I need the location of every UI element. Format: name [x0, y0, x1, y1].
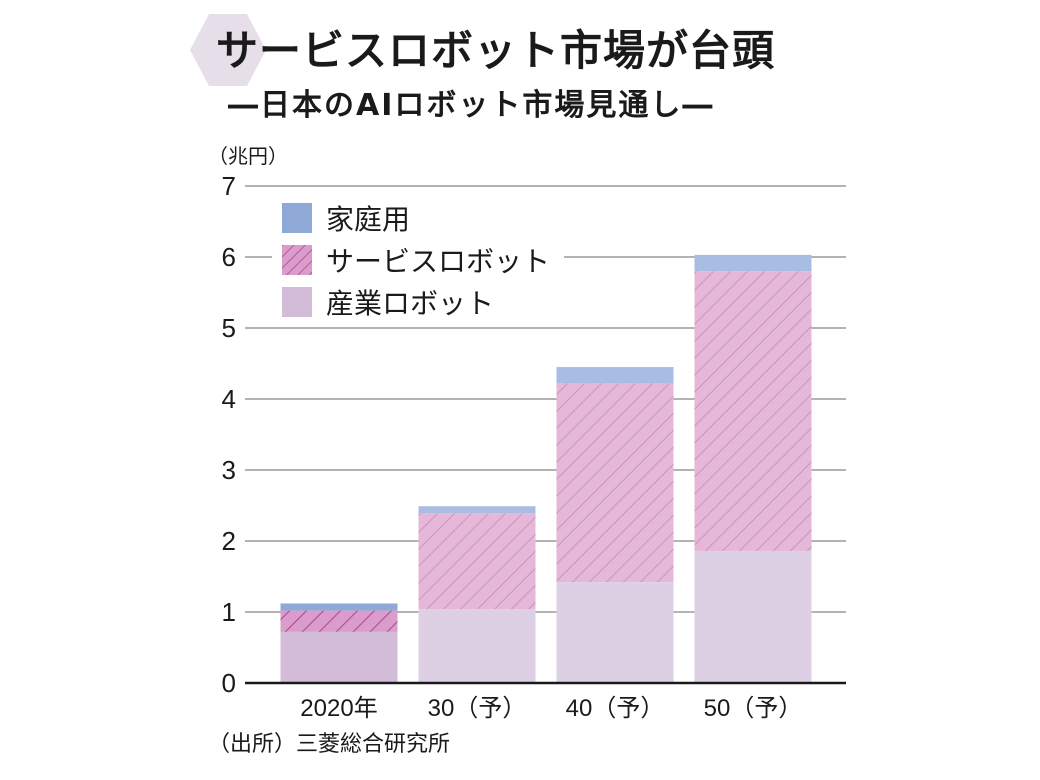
title-hexagon-decoration [190, 14, 266, 86]
chart-title: サービスロボット市場が台頭 [216, 26, 776, 75]
legend-item-industrial: 産業ロボット [282, 281, 550, 323]
y-tick-label-1: 1 [222, 597, 236, 627]
legend: 家庭用 サービスロボット 産業ロボット [272, 195, 565, 327]
y-tick-label-2: 2 [222, 526, 236, 556]
bar-group-3 [694, 254, 812, 683]
legend-swatch-industrial [282, 287, 312, 317]
y-tick-label-5: 5 [222, 313, 236, 343]
x-tick-label-0: 2020年 [300, 695, 377, 722]
x-tick-label-1: 30（予） [428, 695, 527, 722]
legend-label-industrial: 産業ロボット [326, 287, 495, 320]
y-tick-label-0: 0 [222, 668, 236, 698]
chart-subtitle: ―日本のAIロボット市場見通し― [228, 88, 715, 123]
source-note: （出所）三菱総合研究所 [208, 732, 451, 757]
y-tick-label-7: 7 [222, 171, 236, 201]
bar-segment-industrial-3 [694, 550, 812, 683]
bar-segment-household-3 [694, 254, 812, 272]
bar-segment-industrial-1 [418, 609, 536, 683]
bar-segment-industrial-2 [556, 582, 674, 683]
bar-segment-household-2 [556, 367, 674, 384]
y-axis-ticks: 0 1 2 3 4 5 6 7 [222, 171, 236, 698]
bar-group-1 [418, 506, 536, 683]
bar-segment-service-0 [280, 610, 398, 632]
legend-item-household: 家庭用 [282, 197, 550, 239]
bar-segment-industrial-0 [280, 631, 398, 683]
bar-segment-service-1 [418, 513, 536, 610]
bar-segment-household-1 [418, 506, 536, 514]
x-tick-label-2: 40（予） [566, 695, 665, 722]
bar-segment-household-0 [280, 603, 398, 611]
bar-segment-service-2 [556, 383, 674, 583]
legend-label-service: サービスロボット [326, 245, 551, 278]
x-tick-label-3: 50（予） [704, 695, 803, 722]
legend-label-household: 家庭用 [326, 203, 411, 236]
legend-swatch-service [282, 245, 312, 275]
bar-group-2 [556, 367, 674, 683]
legend-item-service: サービスロボット [282, 239, 550, 281]
y-tick-label-3: 3 [222, 455, 236, 485]
x-axis-labels: 2020年 30（予） 40（予） 50（予） [300, 695, 802, 722]
bar-group-0 [280, 603, 398, 683]
legend-swatch-household [282, 203, 312, 233]
y-tick-label-6: 6 [222, 242, 236, 272]
bar-segment-service-3 [694, 271, 812, 551]
y-tick-label-4: 4 [222, 384, 236, 414]
bars [280, 254, 812, 683]
y-axis-unit-label: （兆円） [208, 144, 288, 168]
